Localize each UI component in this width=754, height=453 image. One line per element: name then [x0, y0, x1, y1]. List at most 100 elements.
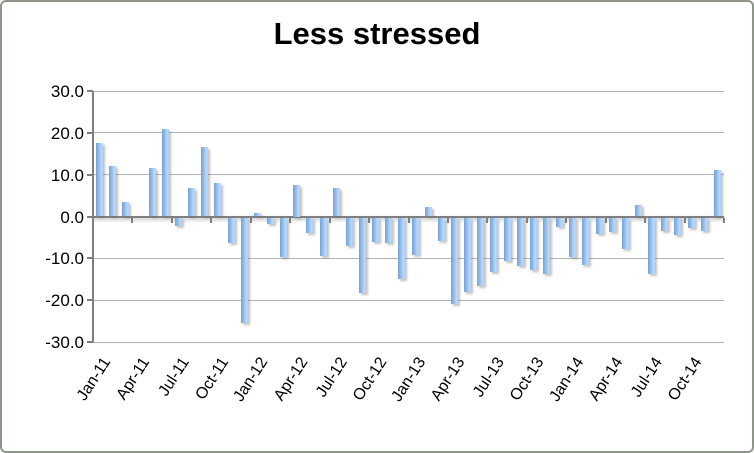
bar — [582, 217, 590, 266]
bar — [464, 217, 472, 292]
x-tick-label: Apr-11 — [113, 354, 154, 404]
y-tick-label: 20.0 — [50, 123, 84, 143]
x-axis-tick — [328, 217, 331, 223]
bar — [648, 217, 656, 274]
bar — [569, 217, 577, 257]
bar — [372, 217, 380, 243]
bar — [358, 217, 366, 294]
bar — [503, 217, 511, 261]
x-tick-label: Apr-12 — [270, 354, 312, 404]
x-axis-tick — [604, 217, 607, 223]
bar — [345, 217, 353, 246]
bar — [109, 166, 117, 217]
bar — [398, 217, 406, 280]
x-tick-label: Jul-11 — [155, 354, 193, 400]
y-axis-tick — [87, 173, 93, 176]
x-axis-tick — [170, 217, 173, 223]
bar — [543, 217, 551, 274]
bar — [214, 183, 222, 217]
gridline — [93, 341, 724, 343]
bar — [621, 217, 629, 250]
x-tick-label: Jul-12 — [312, 354, 351, 401]
x-tick-label: Jan-13 — [388, 354, 430, 405]
bar — [319, 217, 327, 256]
x-tick-label: Jan-14 — [546, 354, 588, 405]
plot-area — [87, 90, 725, 343]
x-axis-tick — [249, 217, 252, 223]
bar — [674, 217, 682, 236]
bar — [280, 217, 288, 257]
x-tick-label: Oct-12 — [349, 354, 391, 404]
y-tick-label: 30.0 — [50, 82, 84, 101]
chart-title: Less stressed — [273, 16, 481, 51]
bar — [687, 217, 695, 229]
gridline — [93, 257, 724, 259]
gridline — [93, 132, 724, 134]
x-axis-tick — [683, 217, 686, 223]
bar — [635, 204, 643, 217]
bar — [556, 217, 564, 227]
bar — [332, 187, 340, 217]
bar — [516, 217, 524, 266]
x-tick-label: Jan-11 — [73, 354, 114, 404]
bar — [661, 217, 669, 232]
bar — [174, 217, 182, 227]
bar — [227, 217, 235, 244]
x-tick-label: Jul-14 — [628, 354, 667, 401]
bar — [96, 142, 104, 217]
x-tick-label: Apr-13 — [428, 354, 469, 404]
x-axis-tick — [644, 217, 647, 223]
y-tick-label: 0.0 — [60, 207, 84, 227]
x-axis-tick — [289, 217, 292, 223]
x-tick-label: Jul-13 — [470, 354, 509, 401]
bar — [253, 212, 261, 217]
bar — [713, 169, 721, 217]
x-axis-tick — [131, 217, 134, 223]
x-axis-tick — [446, 217, 449, 223]
x-tick-label: Jan-12 — [230, 354, 272, 405]
bar — [240, 217, 248, 323]
gridline — [93, 90, 724, 92]
y-tick-label: -30.0 — [45, 333, 84, 352]
y-axis-line — [92, 91, 94, 342]
bar — [148, 167, 156, 217]
gridline — [93, 299, 724, 301]
bar — [188, 188, 196, 217]
bar — [477, 217, 485, 286]
x-axis-tick — [210, 217, 213, 223]
x-axis-tick — [486, 217, 489, 223]
y-tick-label: 10.0 — [50, 165, 84, 185]
bar — [161, 129, 169, 217]
y-axis-tick — [87, 257, 93, 260]
bar — [122, 202, 130, 217]
bar — [424, 207, 432, 217]
x-tick-label: Oct-13 — [507, 354, 548, 404]
gridline — [93, 174, 724, 176]
x-tick-label: Apr-14 — [586, 354, 627, 404]
y-axis-tick — [87, 341, 93, 343]
bar — [306, 217, 314, 233]
bar — [385, 217, 393, 244]
bar — [201, 147, 209, 217]
bar — [608, 217, 616, 233]
x-axis-tick — [407, 217, 410, 223]
x-axis-tick — [565, 217, 568, 223]
bar — [595, 217, 603, 234]
x-axis-tick — [525, 217, 528, 223]
bar — [266, 217, 274, 225]
y-axis-tick — [87, 90, 93, 92]
x-axis-tick — [723, 217, 725, 223]
bar — [490, 217, 498, 272]
bar — [529, 217, 537, 271]
bar — [411, 217, 419, 255]
x-axis-tick — [368, 217, 371, 223]
bar — [437, 217, 445, 241]
bar — [700, 217, 708, 232]
bar — [451, 217, 458, 305]
x-tick-label: Oct-11 — [192, 354, 233, 403]
y-tick-label: -20.0 — [45, 291, 84, 311]
y-tick-label: -10.0 — [45, 249, 84, 269]
x-tick-label: Oct-14 — [665, 354, 706, 404]
x-axis-line — [93, 215, 724, 218]
